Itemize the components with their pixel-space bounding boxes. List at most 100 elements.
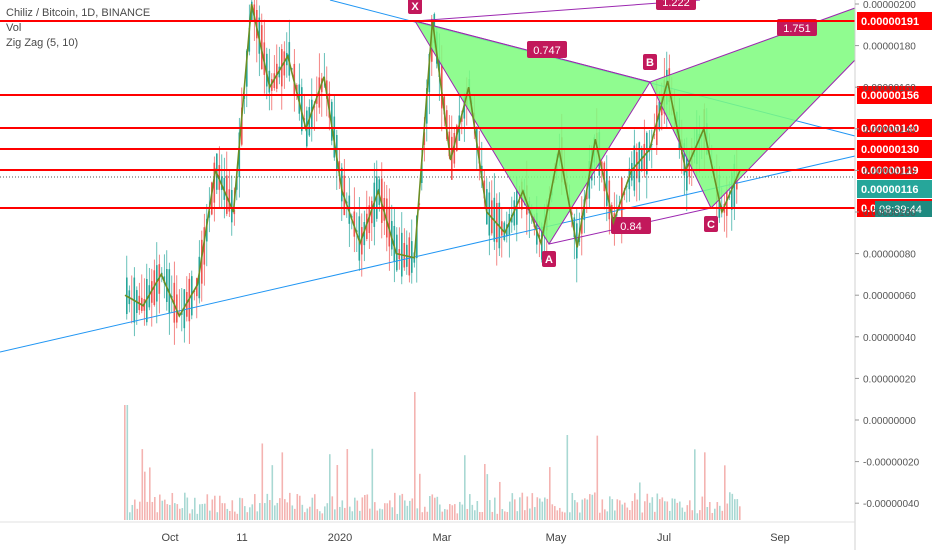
- volume-bar: [381, 509, 384, 520]
- volume-bar: [331, 496, 334, 520]
- volume-bar: [719, 505, 721, 520]
- ratio-label: 0.747: [533, 45, 561, 57]
- volume-bar: [181, 508, 184, 520]
- volume-bar: [199, 504, 201, 520]
- volume-bar: [204, 503, 206, 520]
- volume-bar: [276, 502, 279, 520]
- ratio-badge: [527, 41, 567, 58]
- volume-bar: [134, 499, 136, 520]
- ratio-badge: [777, 19, 817, 36]
- price-tick-label: 0.00000080: [863, 250, 916, 261]
- volume-bar: [146, 501, 149, 520]
- volume-bar: [379, 508, 381, 520]
- ratio-badge: [656, 0, 696, 10]
- candle-body: [246, 50, 248, 87]
- candle-body: [243, 95, 246, 99]
- volume-bar: [691, 510, 694, 520]
- volume-bar: [269, 500, 271, 520]
- volume-bar: [179, 508, 181, 520]
- price-tick-label: -0.00000020: [863, 458, 920, 469]
- volume-bar: [289, 492, 291, 520]
- volume-bar: [144, 471, 146, 520]
- volume-indicator-label: Vol: [6, 22, 22, 34]
- volume-bar: [514, 499, 516, 520]
- volume-bar: [489, 500, 491, 520]
- symbol-title: Chiliz / Bitcoin, 1D, BINANCE: [6, 7, 151, 19]
- volume-bar: [526, 496, 529, 520]
- volume-bar: [266, 493, 269, 520]
- volume-bar: [479, 511, 481, 520]
- volume-bar: [136, 508, 139, 520]
- time-tick-label: Mar: [433, 532, 452, 544]
- candle-body: [213, 162, 216, 203]
- harmonic-triangle-bcd: [649, 7, 856, 209]
- price-tick-label: 0.00000040: [863, 333, 916, 344]
- volume-bar: [406, 505, 409, 520]
- volume-bar: [364, 494, 366, 520]
- volume-bar: [149, 467, 151, 520]
- volume-bar: [201, 503, 204, 520]
- volume-bar: [304, 512, 306, 520]
- volume-bar: [169, 504, 171, 520]
- volume-bar: [509, 501, 511, 520]
- volume-bar: [604, 509, 606, 520]
- volume-bar: [139, 501, 141, 520]
- volume-bar: [226, 508, 229, 520]
- volume-bar: [654, 511, 656, 520]
- time-tick-label: May: [546, 532, 567, 544]
- volume-bar: [734, 499, 736, 520]
- candle-body: [421, 159, 423, 184]
- price-tick-label: 0.00000140: [863, 125, 916, 136]
- harmonic-pattern: X A B C 0.747 0.84 1.222 1.751: [408, 0, 856, 267]
- volume-bar: [401, 493, 404, 520]
- volume-bar: [449, 504, 451, 520]
- volume-bar: [721, 510, 724, 520]
- price-tick-label: 0.00000060: [863, 291, 916, 302]
- candle-body: [418, 203, 421, 205]
- volume-bar: [666, 501, 669, 520]
- volume-bar: [611, 499, 614, 520]
- volume-bar: [221, 503, 224, 520]
- volume-bar: [659, 499, 661, 520]
- level-price-tag: [857, 140, 932, 158]
- volume-bar: [341, 500, 344, 520]
- volume-bar: [436, 496, 439, 520]
- volume-bar: [446, 509, 449, 520]
- volume-bar: [294, 508, 296, 520]
- volume-bar: [569, 512, 571, 520]
- volume-bar: [564, 512, 566, 520]
- volume-bar: [576, 502, 579, 520]
- ratio-label: 1.751: [783, 23, 811, 35]
- volume-bar: [706, 507, 709, 520]
- volume-bar: [681, 507, 684, 520]
- volume-bar: [314, 494, 316, 520]
- volume-bar: [419, 473, 421, 520]
- volume-bar: [264, 503, 266, 520]
- volume-bar: [601, 499, 604, 520]
- volume-bar: [621, 504, 624, 520]
- volume-bar: [456, 513, 459, 520]
- volume-bar: [239, 497, 241, 520]
- candle-body: [651, 143, 653, 145]
- level-price-label: 0.00000130: [861, 144, 919, 156]
- ratio-label: 0.84: [620, 221, 641, 233]
- pattern-point-label: C: [707, 219, 715, 231]
- volume-bar: [351, 511, 354, 520]
- volume-bar: [329, 454, 331, 520]
- volume-bar: [476, 501, 479, 520]
- volume-bar: [404, 500, 406, 520]
- volume-bar: [194, 497, 196, 520]
- level-price-label: 0.00000191: [861, 16, 919, 28]
- volume-bar: [321, 513, 324, 520]
- volume-bar: [274, 505, 276, 520]
- volume-bar: [649, 502, 651, 520]
- volume-bar: [316, 509, 319, 520]
- volume-bar: [664, 501, 666, 520]
- volume-bar: [711, 512, 714, 520]
- countdown-label: 08:39:44: [879, 204, 922, 216]
- volume-bar: [411, 498, 414, 520]
- volume-bar: [716, 502, 719, 520]
- volume-bar: [714, 508, 716, 520]
- volume-bar: [236, 513, 239, 520]
